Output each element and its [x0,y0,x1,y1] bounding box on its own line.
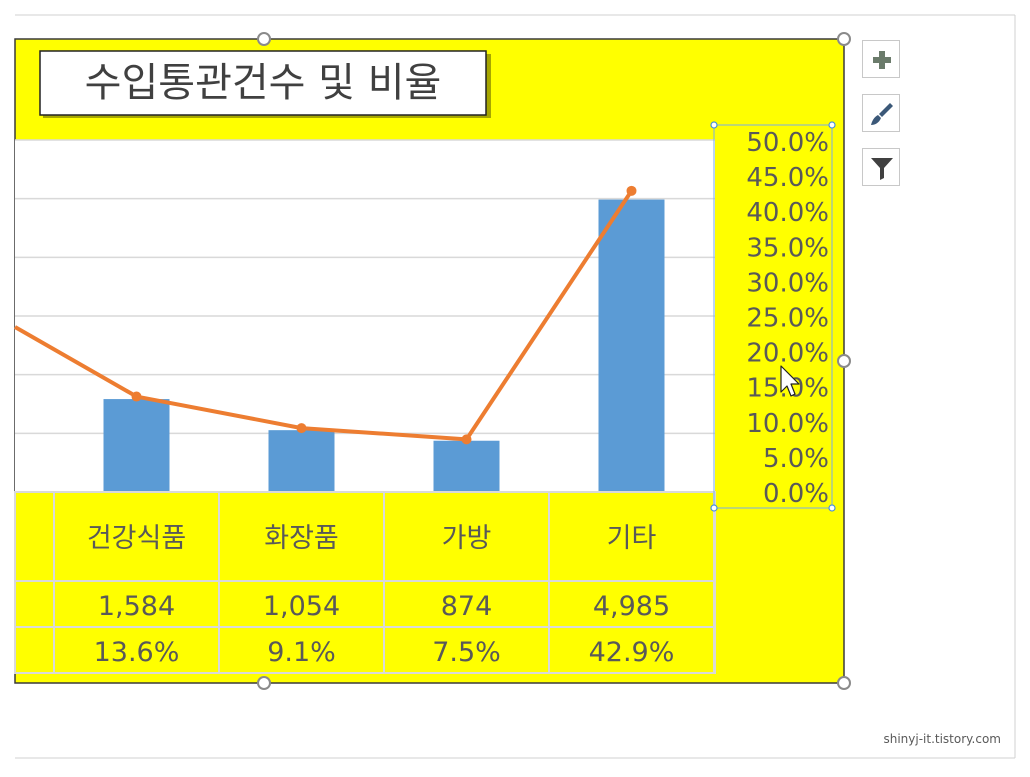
bar [103,399,170,492]
line-point [131,391,142,402]
cursor-arrow-icon [780,365,800,397]
bar-series [103,199,665,492]
table-cell: 1,054 [263,591,340,622]
plus-icon [873,51,891,69]
secondary-axis-tick-label: 45.0% [746,163,829,193]
handle-bottom-center [257,676,271,690]
axis-selection-handle [828,121,836,129]
secondary-axis-tick-label: 25.0% [746,304,829,334]
handle-top-center [257,32,271,46]
title-box[interactable] [39,50,487,116]
chart-filters-button[interactable] [862,148,900,186]
secondary-axis-tick-label: 5.0% [763,444,829,474]
table-category-label: 가방 [442,523,492,554]
secondary-axis-tick-label: 35.0% [746,233,829,263]
handle-top-right [837,32,851,46]
filter-icon [871,158,893,180]
table-cell: 13.6% [94,637,180,668]
secondary-axis-tick-label: 10.0% [746,409,829,439]
secondary-axis-tick-label: 50.0% [746,128,829,158]
table-category-label: 건강식품 [87,523,186,554]
axis-selection-handle [710,121,718,129]
data-table: 건강식품 화장품 가방 기타 1,584 1,054 874 4,985 13.6% 9.1% 7.… [14,491,716,674]
secondary-axis-tick-label: 0.0% [763,479,829,509]
table-category-label: 기타 [607,523,657,554]
watermark: shinyj-it.tistory.com [883,732,1001,746]
brush-icon [871,103,893,125]
line-series [14,185,637,445]
axis-selection-handle [710,504,718,512]
secondary-axis-tick-label: 30.0% [746,268,829,298]
table-cell: 4,985 [593,591,670,622]
axis-selection-handles[interactable] [710,121,836,512]
chart-title: 수입통관건수 및 비율 [85,60,442,106]
bar [268,430,335,492]
table-cell: 1,584 [98,591,175,622]
secondary-axis[interactable]: 50.0%45.0%40.0%35.0%30.0%25.0%20.0%15.0%… [746,128,829,509]
chart-styles-button[interactable] [862,94,900,132]
bar [433,440,500,492]
table-category-label: 화장품 [264,523,339,554]
secondary-axis-selection[interactable] [713,124,833,509]
handle-middle-right [837,354,851,368]
table-cell: 42.9% [589,637,675,668]
chart-elements-button[interactable] [862,40,900,78]
table-cell: 9.1% [267,637,336,668]
axis-selection-handle [828,504,836,512]
chart-selection-handles[interactable] [257,32,851,690]
handle-bottom-right [837,676,851,690]
line-point [296,423,307,434]
table-cell: 7.5% [432,637,501,668]
secondary-axis-tick-label: 40.0% [746,198,829,228]
bar [598,199,665,492]
table-cell: 874 [441,591,493,622]
line-point [626,185,637,196]
secondary-axis-tick-label: 20.0% [746,339,829,369]
line-point [461,434,472,445]
